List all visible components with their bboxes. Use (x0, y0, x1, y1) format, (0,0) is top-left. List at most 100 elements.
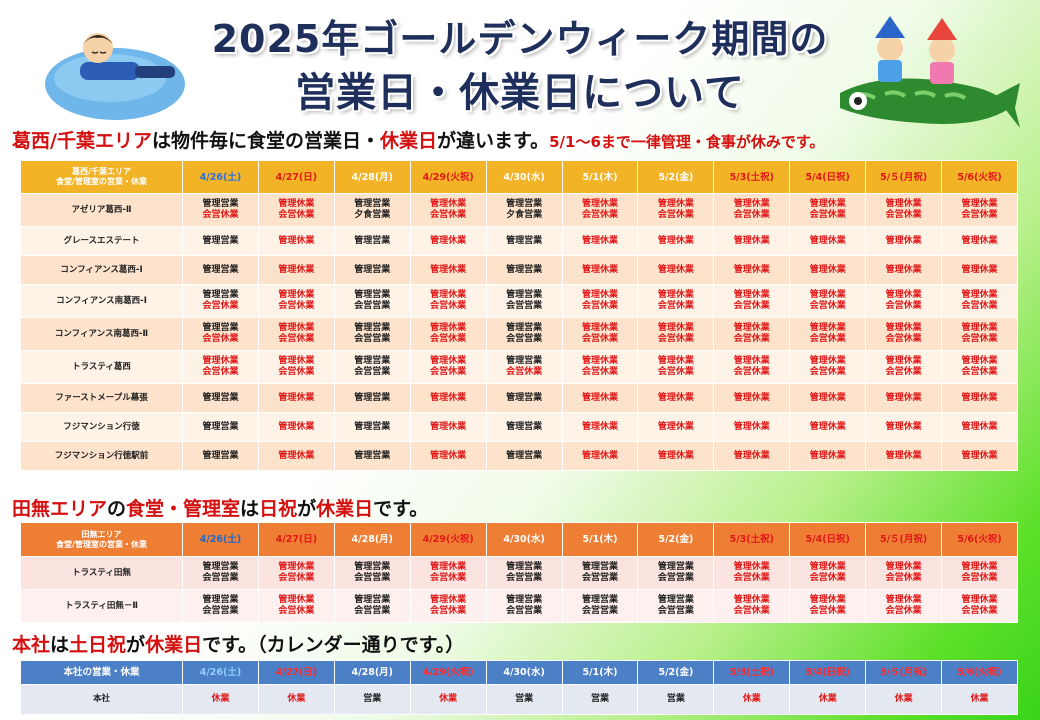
schedule-cell: 管理休業 (789, 255, 867, 285)
schedule-status: 管理休業 (733, 450, 770, 461)
schedule-cell: 管理休業 会営休業 (257, 193, 335, 227)
schedule-cell: 管理休業 (409, 441, 487, 471)
schedule-cell: 管理休業 (637, 412, 715, 442)
schedule-status: 管理営業 (202, 421, 239, 432)
schedule-status: 休業 (818, 694, 837, 704)
date-header: 5/6(火祝) (941, 660, 1018, 685)
schedule-status: 会営休業 (657, 334, 694, 344)
schedule-cell: 管理休業 会営休業 (941, 556, 1018, 590)
schedule-cell: 管理休業 (941, 255, 1018, 285)
schedule-status: 営業 (666, 694, 685, 704)
schedule-status: 管理休業 (961, 323, 998, 333)
schedule-status: 会営休業 (733, 573, 770, 583)
schedule-status: 管理休業 (430, 562, 467, 572)
schedule-status: 会営休業 (885, 367, 922, 377)
schedule-cell: 管理営業 会営営業 (182, 589, 259, 623)
schedule-status: 会営休業 (961, 334, 998, 344)
table-header-row: 田無エリア 食堂/管理室の営業・休業 4/26(土) 4/27(日) 4/28(月) 4/… (20, 522, 1018, 557)
schedule-cell: 管理営業 (182, 226, 259, 256)
schedule-status: 休業 (742, 694, 761, 704)
schedule-status: 管理休業 (885, 264, 922, 275)
schedule-cell: 管理休業 会営休業 (257, 556, 335, 590)
schedule-cell: 管理営業 会営営業 (561, 589, 639, 623)
headquarters-table: 本社の営業・休業 4/26(土) 4/27(日) 4/28(月) 4/29(火祝) 4/3… (20, 660, 1018, 715)
date-header: 5/５(月祝) (865, 160, 943, 194)
schedule-cell: 営業 (333, 684, 411, 715)
schedule-cell: 管理営業 夕食営業 (485, 193, 563, 227)
section1-note: 5/1～6まで一律管理・食事が休みです。 (549, 133, 825, 151)
schedule-status: 会営休業 (733, 334, 770, 344)
schedule-status: 管理休業 (657, 264, 694, 275)
date-header: 5/4(日祝) (789, 160, 867, 194)
schedule-status: 管理休業 (885, 199, 922, 209)
table-header-row: 葛西/千葉エリア 食堂/管理室の営業・休業 4/26(土) 4/27(日) 4/28(月… (20, 160, 1018, 194)
schedule-status: 休業 (439, 694, 458, 704)
schedule-status: 会営休業 (202, 367, 239, 377)
schedule-status: 営業 (515, 694, 534, 704)
schedule-status: 会営休業 (733, 301, 770, 311)
schedule-status: 管理休業 (278, 235, 315, 246)
table-row: コンフィアンス葛西-Ⅰ 管理営業 管理休業 管理営業 管理休業 管理営業 管理休業 管理休業 管… (20, 255, 1018, 285)
schedule-status: 会営休業 (809, 606, 846, 616)
schedule-status: 会営休業 (961, 210, 998, 220)
header-label-line2: 食堂/管理室の営業・休業 (56, 539, 147, 549)
schedule-status: 管理営業 (506, 450, 543, 461)
schedule-status: 会営休業 (885, 210, 922, 220)
schedule-cell: 管理休業 会営休業 (865, 317, 943, 351)
header-label-line2: 食堂/管理室の営業・休業 (56, 177, 147, 186)
date-header: 5/4(日祝) (789, 522, 867, 557)
schedule-status: 会営休業 (961, 301, 998, 311)
schedule-cell: 管理休業 (713, 383, 791, 413)
schedule-status: 管理休業 (809, 323, 846, 333)
schedule-status: 管理営業 (354, 290, 391, 300)
schedule-cell: 管理休業 会営休業 (409, 556, 487, 590)
schedule-status: 管理営業 (202, 199, 239, 209)
schedule-cell: 管理休業 (713, 412, 791, 442)
section3-text-c: です。（カレンダー通りです。） (202, 634, 465, 656)
schedule-cell: 管理休業 (257, 255, 335, 285)
property-name: トラスティ田無 (20, 556, 183, 590)
schedule-status: 管理休業 (961, 199, 998, 209)
schedule-cell: 管理休業 (713, 255, 791, 285)
schedule-status: 管理休業 (278, 392, 315, 403)
schedule-cell: 管理休業 会営休業 (789, 350, 867, 384)
schedule-cell: 管理休業 会営休業 (257, 317, 335, 351)
date-header: 5/５(月祝) (865, 522, 943, 557)
schedule-status: 会営休業 (278, 573, 315, 583)
schedule-cell: 休業 (865, 684, 943, 715)
schedule-cell: 管理休業 会営休業 (941, 193, 1018, 227)
date-header: 4/28(月) (333, 660, 411, 685)
schedule-cell: 管理営業 (485, 255, 563, 285)
date-header: 5/3(土祝) (713, 660, 791, 685)
schedule-cell: 管理休業 (561, 383, 639, 413)
koinobori-kids-illustration (840, 16, 1020, 128)
date-header: 4/30(水) (485, 160, 563, 194)
schedule-status: 管理休業 (278, 595, 315, 605)
schedule-status: 管理営業 (354, 199, 391, 209)
schedule-cell: 管理営業 会営営業 (182, 556, 259, 590)
property-name: コンフィアンス南葛西-Ⅰ (20, 284, 183, 318)
section1-heading: 葛西/千葉エリアは物件毎に食堂の営業日・休業日が違います。5/1～6まで一律管理… (12, 126, 824, 153)
kasai-chiba-table: 葛西/千葉エリア 食堂/管理室の営業・休業 4/26(土) 4/27(日) 4/28(月… (20, 160, 1018, 471)
property-name: トラスティ葛西 (20, 350, 183, 384)
schedule-status: 管理休業 (581, 290, 618, 300)
schedule-status: 管理休業 (809, 421, 846, 432)
schedule-status: 管理休業 (278, 323, 315, 333)
section3-text-a: は (50, 634, 70, 656)
date-header: 4/30(水) (485, 660, 563, 685)
schedule-cell: 休業 (257, 684, 335, 715)
table-header-row: 本社の営業・休業 4/26(土) 4/27(日) 4/28(月) 4/29(火祝) 4/3… (20, 660, 1018, 685)
schedule-cell: 管理休業 会営休業 (561, 193, 639, 227)
schedule-status: 管理休業 (733, 323, 770, 333)
schedule-status: 管理休業 (430, 356, 467, 366)
section1-text-b: が違います。 (436, 130, 550, 152)
schedule-cell: 管理休業 (941, 226, 1018, 256)
schedule-status: 管理営業 (354, 595, 391, 605)
schedule-cell: 管理営業 会営営業 (333, 350, 411, 384)
schedule-cell: 管理営業 会営営業 (333, 589, 411, 623)
schedule-status: 管理営業 (354, 323, 391, 333)
section1-area: 葛西/千葉エリア (12, 130, 152, 152)
schedule-cell: 営業 (485, 684, 563, 715)
schedule-status: 管理休業 (430, 264, 467, 275)
table-row: トラスティ田無 管理営業 会営営業 管理休業 会営休業 管理営業 会営営業 管理休業 会営休業管… (20, 556, 1018, 590)
